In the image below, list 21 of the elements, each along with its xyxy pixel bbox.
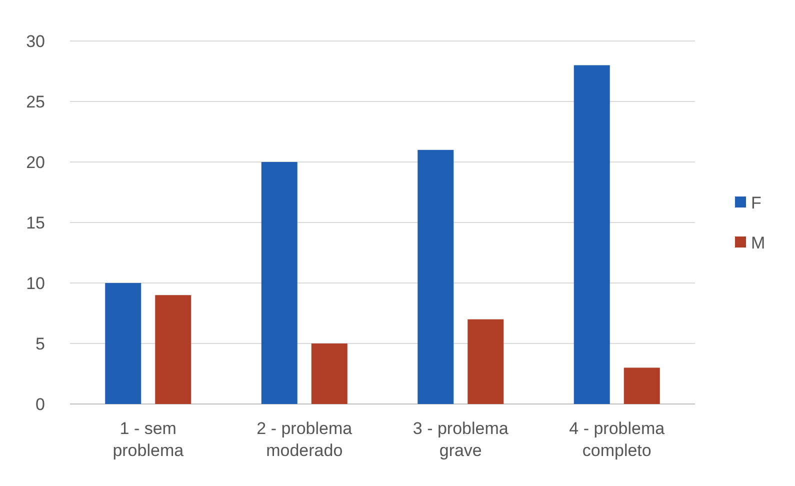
y-tick-label: 0 xyxy=(36,394,45,414)
x-tick-label: 1 - sem problema xyxy=(112,419,184,460)
y-tick-label: 25 xyxy=(26,92,45,112)
x-tick-label: 3 - problema grave xyxy=(412,419,509,460)
bar xyxy=(624,368,660,404)
bar xyxy=(261,162,298,404)
y-tick-label: 5 xyxy=(36,334,45,354)
bar xyxy=(468,319,504,404)
y-tick-label: 20 xyxy=(26,152,45,172)
x-tick-label: 4 - problema completo xyxy=(569,419,666,460)
bar xyxy=(418,150,454,404)
bar xyxy=(574,65,610,404)
y-tick-label: 10 xyxy=(26,274,45,293)
bar xyxy=(311,344,348,404)
x-tick-label: 2 - problema moderado xyxy=(256,419,353,460)
y-tick-label: 15 xyxy=(26,213,45,232)
legend-label: M xyxy=(751,233,766,252)
y-tick-label: 30 xyxy=(26,32,45,51)
bar xyxy=(155,295,192,404)
bar xyxy=(105,283,142,404)
legend-label: F xyxy=(751,193,762,212)
